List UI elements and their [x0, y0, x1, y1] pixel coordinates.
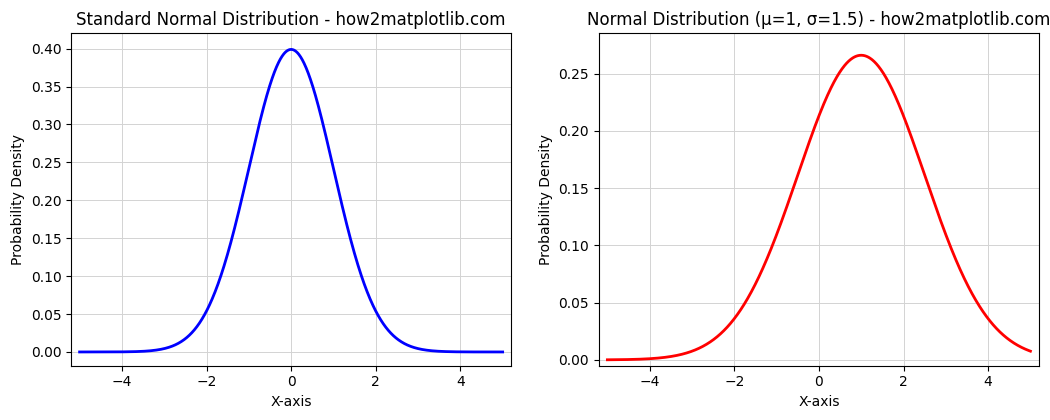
Y-axis label: Probability Density: Probability Density [12, 134, 25, 265]
X-axis label: X-axis: X-axis [798, 395, 840, 409]
Y-axis label: Probability Density: Probability Density [539, 134, 553, 265]
X-axis label: X-axis: X-axis [271, 395, 312, 409]
Title: Standard Normal Distribution - how2matplotlib.com: Standard Normal Distribution - how2matpl… [77, 11, 506, 29]
Title: Normal Distribution (μ=1, σ=1.5) - how2matplotlib.com: Normal Distribution (μ=1, σ=1.5) - how2m… [587, 11, 1050, 29]
